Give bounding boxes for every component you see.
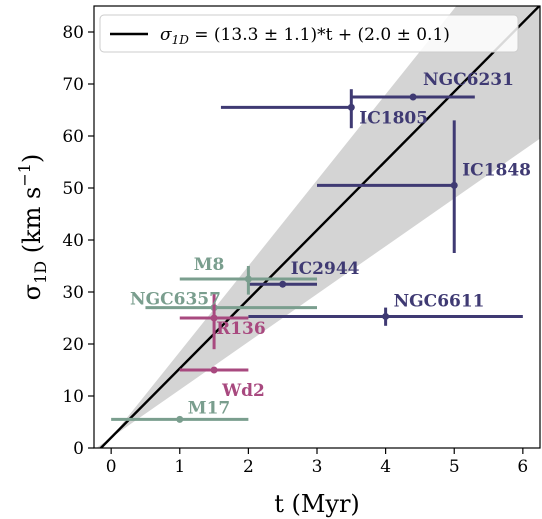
label-r136: R136 (216, 319, 266, 339)
data-point-m17 (111, 415, 249, 423)
y-tick-label: 80 (62, 23, 84, 43)
y-tick-label: 60 (62, 127, 84, 147)
point-marker (210, 314, 218, 322)
x-tick-label: 6 (517, 457, 528, 477)
x-tick-label: 5 (449, 457, 460, 477)
x-tick-label: 1 (174, 457, 185, 477)
data-point-r136 (179, 292, 249, 350)
label-ngc6357: NGC6357 (130, 290, 221, 310)
y-tick-label: 70 (62, 75, 84, 95)
x-tick-label: 4 (380, 457, 391, 477)
x-tick-label: 3 (312, 457, 323, 477)
point-marker (382, 312, 390, 320)
data-point-wd2 (179, 366, 249, 374)
label-ic1848: IC1848 (462, 160, 531, 180)
label-ic1805: IC1805 (359, 108, 428, 128)
data-point-ic1848 (317, 120, 458, 253)
y-tick-label: 50 (62, 179, 84, 199)
y-tick-label: 40 (62, 231, 84, 251)
point-marker (176, 415, 184, 423)
y-tick-label: 30 (62, 283, 84, 303)
point-marker (210, 366, 218, 374)
y-axis-label: σ1D (km s−1) (15, 154, 50, 301)
y-tick-label: 10 (62, 387, 84, 407)
fit-line (99, 6, 540, 448)
point-marker (409, 93, 417, 101)
point-marker (279, 280, 287, 288)
label-m17: M17 (188, 398, 230, 418)
label-ngc6231: NGC6231 (423, 70, 514, 90)
label-ic2944: IC2944 (291, 259, 360, 279)
x-axis-label: t (Myr) (274, 490, 360, 518)
data-point-ic2944 (248, 280, 317, 288)
x-tick-label: 2 (243, 457, 254, 477)
data-point-ngc6611 (248, 307, 523, 326)
label-wd2: Wd2 (221, 381, 265, 401)
data-point-m8 (179, 266, 317, 295)
legend: σ1D = (13.3 ± 1.1)*t + (2.0 ± 0.1) (99, 14, 519, 53)
y-tick-label: 0 (73, 439, 84, 459)
label-m8: M8 (194, 255, 225, 275)
x-tick-label: 0 (106, 457, 117, 477)
y-tick-label: 20 (62, 335, 84, 355)
data-point-ic1805 (220, 89, 355, 129)
point-marker (450, 181, 458, 189)
legend-entry: σ1D = (13.3 ± 1.1)*t + (2.0 ± 0.1) (160, 25, 450, 47)
point-marker (244, 275, 252, 283)
label-ngc6611: NGC6611 (394, 291, 485, 311)
data-point-ngc6231 (351, 93, 475, 101)
point-marker (347, 103, 355, 111)
legend-box (99, 14, 519, 53)
